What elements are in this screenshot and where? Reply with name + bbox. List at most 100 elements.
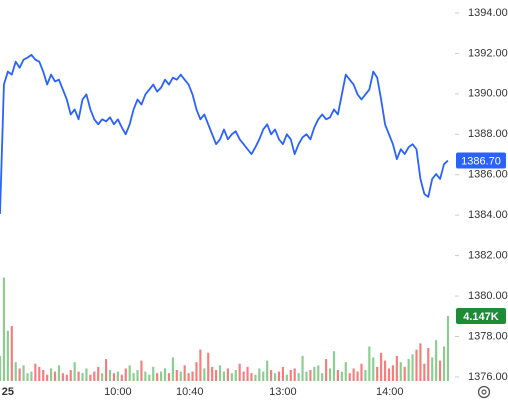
volume-bar: [438, 360, 442, 381]
volume-bar: [222, 371, 226, 381]
volume-bar: [187, 373, 190, 381]
volume-bar: [101, 373, 104, 381]
volume-bar: [360, 363, 363, 381]
volume-bar: [22, 365, 25, 381]
volume-bar: [273, 373, 277, 381]
x-tick-label: 13:00: [269, 386, 297, 398]
volume-bar: [293, 368, 296, 381]
volume-bar: [77, 371, 80, 381]
volume-bar: [89, 374, 92, 381]
volume-bar: [0, 355, 2, 381]
volume-bar: [254, 374, 257, 381]
volume-bar: [234, 370, 237, 381]
volume-bar: [46, 374, 49, 381]
y-tick-label: 1384.00: [468, 209, 508, 221]
volume-bar: [10, 326, 13, 381]
volume-bar: [226, 368, 229, 381]
volume-bar: [152, 366, 155, 381]
volume-bar: [336, 370, 339, 381]
volume-bar: [163, 368, 167, 381]
y-tick-label: 1390.00: [468, 88, 508, 100]
volume-bar: [215, 370, 218, 381]
volume-bar: [242, 371, 245, 381]
volume-bar: [124, 368, 127, 381]
volume-bar: [285, 374, 288, 381]
price-label-box: [456, 152, 506, 169]
volume-bar: [309, 370, 312, 381]
volume-bar: [34, 363, 37, 381]
volume-bar: [65, 374, 68, 381]
volume-bar: [18, 368, 21, 381]
volume-bar: [230, 373, 233, 381]
icon-ring: [477, 385, 491, 399]
volume-bar: [53, 371, 57, 381]
volume-bar: [442, 346, 446, 381]
x-tick-label: 25: [2, 386, 14, 398]
volume-bar: [301, 355, 304, 381]
volume-bar: [411, 354, 414, 381]
volume-bar: [391, 365, 394, 381]
volume-bar: [446, 315, 450, 381]
volume-bar: [108, 370, 112, 381]
volume-bar: [258, 368, 261, 381]
volume-bar: [435, 340, 438, 381]
volume-bar: [372, 357, 375, 381]
volume-bar: [368, 346, 371, 381]
volume-bar: [364, 370, 367, 381]
volume-bar: [191, 371, 194, 381]
volume-bar: [313, 366, 316, 381]
volume-bar: [238, 363, 241, 381]
volume-bar: [112, 373, 116, 381]
volume-bar: [171, 357, 174, 381]
volume-bar: [281, 366, 284, 381]
y-tick-label: 1376.00: [468, 371, 508, 383]
volume-bar: [183, 365, 186, 381]
volume-bar: [419, 343, 422, 381]
volume-bar: [57, 365, 61, 381]
volume-bar: [415, 349, 418, 381]
volume-bar: [321, 373, 324, 381]
volume-bar: [26, 373, 29, 381]
volume-bar: [2, 277, 6, 381]
volume-bar: [167, 373, 171, 381]
volume-bar: [352, 368, 355, 381]
volume-bar: [30, 371, 33, 381]
volume-bar: [431, 357, 434, 381]
volume-bar: [423, 363, 426, 381]
volume-bar: [246, 366, 249, 381]
volume-bar: [42, 370, 45, 381]
volume-bar: [120, 374, 123, 381]
volume-bar: [325, 359, 328, 381]
price-label: 1386.70: [461, 155, 501, 167]
settings-icon[interactable]: [477, 385, 491, 399]
volume-bar: [348, 373, 351, 381]
volume-bar: [305, 371, 308, 381]
volume-bar: [136, 370, 139, 381]
volume-bar: [380, 352, 383, 381]
volume-bar: [97, 366, 100, 381]
volume-bar: [289, 370, 292, 381]
volume-bar: [199, 349, 202, 381]
volume-bar: [14, 362, 17, 381]
volume-bar: [148, 374, 151, 381]
volume-bar: [132, 373, 135, 381]
volume-bar: [85, 368, 88, 381]
x-tick-label: 14:00: [376, 386, 404, 398]
volume-bar: [73, 362, 76, 381]
volume-bar: [266, 360, 269, 381]
volume-bar: [116, 371, 119, 381]
volume-bar: [403, 366, 406, 381]
y-tick-label: 1394.00: [468, 7, 508, 19]
volume-bar: [160, 371, 163, 381]
volume-bar: [407, 359, 410, 381]
volume-bar: [175, 370, 178, 381]
volume-bar: [387, 368, 391, 381]
volume-bar: [383, 360, 387, 381]
volume-bar: [49, 368, 53, 381]
volume-bar: [328, 368, 332, 381]
volume-bar: [38, 366, 41, 381]
volume-bar: [156, 373, 159, 381]
x-tick-label: 10:40: [176, 386, 204, 398]
volume-bar: [395, 355, 398, 381]
